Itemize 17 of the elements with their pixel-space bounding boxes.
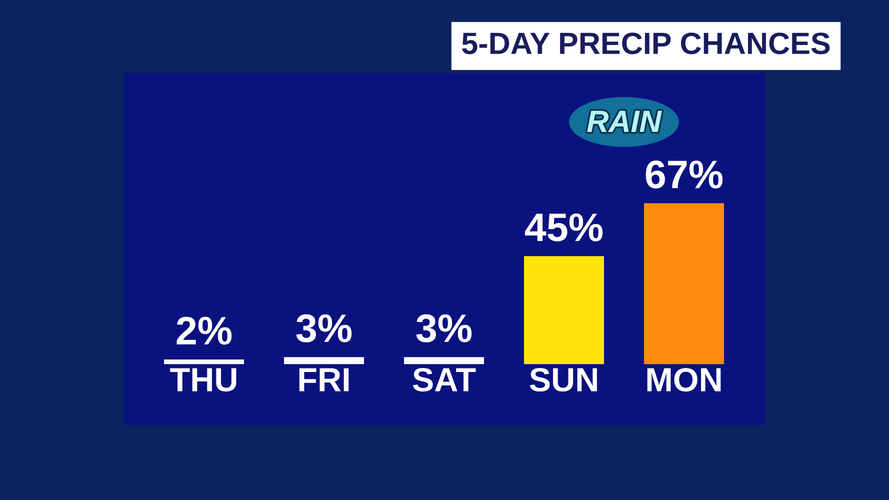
bar [404, 357, 484, 364]
x-tick-label: SAT [412, 368, 476, 392]
chart-title: 5-DAY PRECIP CHANCES [462, 32, 830, 54]
data-label: 45% [524, 213, 603, 242]
x-tick-label: THU [170, 368, 236, 392]
bar [524, 256, 604, 364]
x-tick-label: MON [647, 368, 721, 392]
data-label: 67% [646, 160, 723, 189]
data-label: 2% [176, 316, 232, 345]
data-label: 3% [296, 314, 352, 342]
x-tick-label: SUN [530, 368, 597, 392]
text: RAIN [587, 110, 662, 132]
bar [164, 359, 244, 364]
bar [644, 203, 724, 364]
bar [284, 357, 364, 364]
x-tick-label: FRI [299, 368, 349, 392]
data-label: 3% [416, 314, 472, 342]
